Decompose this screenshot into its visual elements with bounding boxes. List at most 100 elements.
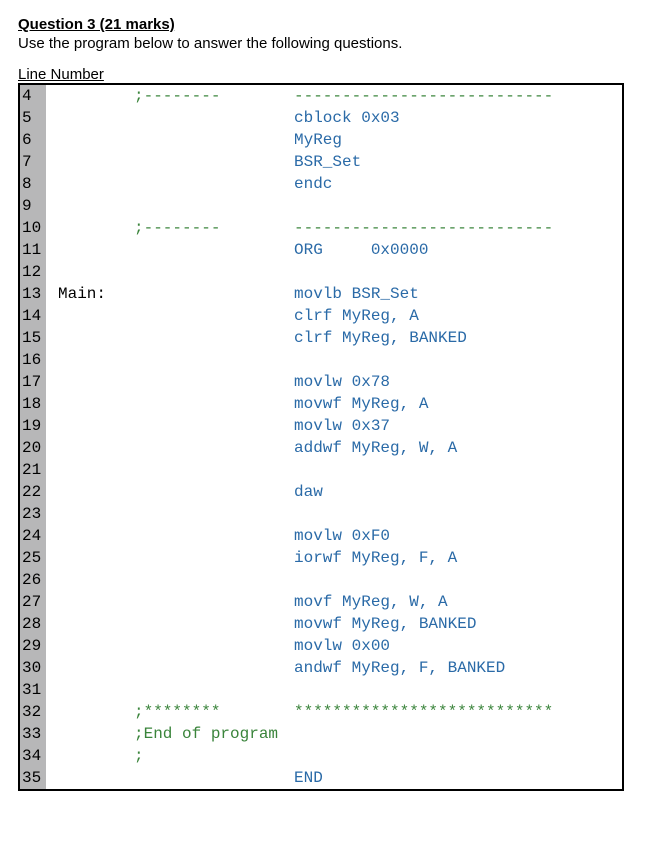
code-mnemonic [134,107,294,129]
line-number: 24 [22,525,44,547]
line-number: 10 [22,217,44,239]
line-number: 21 [22,459,44,481]
code-operands: endc [294,173,622,195]
line-number: 6 [22,129,44,151]
code-mnemonic [134,151,294,173]
code-operands: movlw 0xF0 [294,525,622,547]
code-label [46,767,134,789]
code-line: movlw 0x37 [46,415,622,437]
code-label [46,129,134,151]
line-number: 4 [22,85,44,107]
line-number: 18 [22,393,44,415]
code-label [46,745,134,767]
code-mnemonic [134,327,294,349]
line-number: 20 [22,437,44,459]
code-label [46,569,134,591]
code-operands: *************************** [294,701,622,723]
code-operands: movlw 0x37 [294,415,622,437]
code-line: Main:movlb BSR_Set [46,283,622,305]
code-mnemonic [134,569,294,591]
line-number: 29 [22,635,44,657]
code-line: ;----------------------------------- [46,85,622,107]
code-mnemonic [134,261,294,283]
code-label [46,415,134,437]
code-operands [294,745,622,767]
code-line [46,349,622,371]
code-mnemonic [134,459,294,481]
code-operands [294,503,622,525]
code-mnemonic [134,767,294,789]
code-mnemonic [134,239,294,261]
line-number: 33 [22,723,44,745]
code-label [46,591,134,613]
code-line: movwf MyReg, BANKED [46,613,622,635]
code-mnemonic [134,437,294,459]
line-number: 23 [22,503,44,525]
code-label [46,657,134,679]
code-operands: --------------------------- [294,85,622,107]
code-mnemonic: ;-------- [134,85,294,107]
code-line: endc [46,173,622,195]
code-operands: andwf MyReg, F, BANKED [294,657,622,679]
code-operands: MyReg [294,129,622,151]
code-mnemonic: ;End of program [134,723,294,745]
line-number: 30 [22,657,44,679]
code-operands: movf MyReg, W, A [294,591,622,613]
code-operands: clrf MyReg, A [294,305,622,327]
code-operands [294,261,622,283]
code-operands [294,569,622,591]
code-operands: cblock 0x03 [294,107,622,129]
code-mnemonic [134,547,294,569]
line-number: 9 [22,195,44,217]
code-line: movlw 0xF0 [46,525,622,547]
code-mnemonic [134,283,294,305]
code-operands [294,459,622,481]
code-label [46,261,134,283]
code-line: ;End of program [46,723,622,745]
question-title: Question 3 (21 marks) [18,16,628,33]
code-operands: addwf MyReg, W, A [294,437,622,459]
code-mnemonic [134,635,294,657]
question-subtitle: Use the program below to answer the foll… [18,35,628,52]
code-operands: clrf MyReg, BANKED [294,327,622,349]
code-line: movlw 0x00 [46,635,622,657]
line-number: 11 [22,239,44,261]
code-line [46,459,622,481]
line-number: 32 [22,701,44,723]
code-line [46,261,622,283]
line-number: 5 [22,107,44,129]
code-line: END [46,767,622,789]
code-label [46,393,134,415]
line-number: 16 [22,349,44,371]
code-label [46,635,134,657]
code-line: clrf MyReg, A [46,305,622,327]
line-number: 15 [22,327,44,349]
code-label [46,701,134,723]
line-number-gutter: 4567891011121314151617181920212223242526… [20,85,46,789]
code-mnemonic: ; [134,745,294,767]
code-label [46,305,134,327]
code-operands: movlw 0x78 [294,371,622,393]
code-line [46,569,622,591]
code-mnemonic: ;******** [134,701,294,723]
code-mnemonic [134,503,294,525]
line-number: 34 [22,745,44,767]
code-mnemonic [134,415,294,437]
code-label [46,723,134,745]
line-number: 28 [22,613,44,635]
code-label [46,679,134,701]
code-line: daw [46,481,622,503]
code-operands: iorwf MyReg, F, A [294,547,622,569]
code-mnemonic [134,525,294,547]
line-number: 17 [22,371,44,393]
code-label [46,327,134,349]
code-operands [294,349,622,371]
code-line: ;----------------------------------- [46,217,622,239]
code-mnemonic [134,129,294,151]
code-line: ORG 0x0000 [46,239,622,261]
code-line [46,503,622,525]
code-label [46,437,134,459]
line-number: 13 [22,283,44,305]
code-label [46,547,134,569]
code-mnemonic: ;-------- [134,217,294,239]
